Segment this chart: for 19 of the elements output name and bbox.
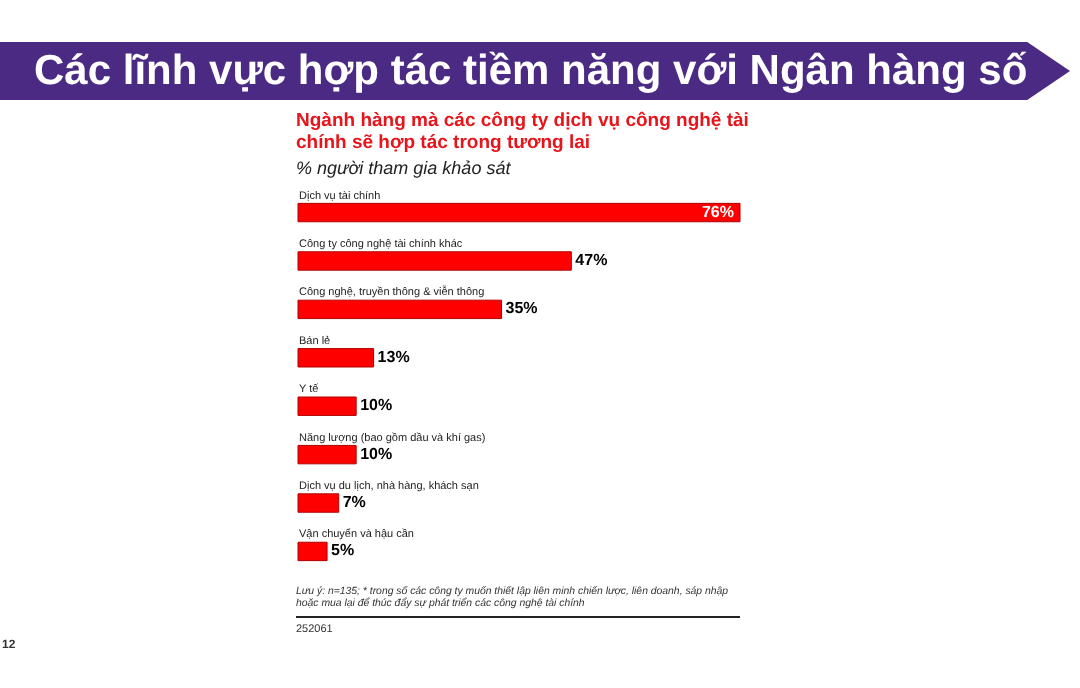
data-label: 13% — [377, 347, 410, 366]
bar — [297, 299, 503, 320]
chart-subtitle: Ngành hàng mà các công ty dịch vụ công nghệ tài chính sẽ hợp tác trong tương lai — [296, 110, 751, 154]
bar — [297, 493, 340, 513]
bar — [297, 251, 572, 271]
data-label: 5% — [331, 541, 355, 560]
bar — [297, 202, 741, 223]
bar — [297, 541, 328, 562]
bar — [297, 348, 375, 368]
data-label: 47% — [575, 250, 608, 269]
bar — [297, 396, 357, 416]
text: % người tham gia khảo sát — [296, 158, 511, 178]
data-label: 76% — [701, 202, 734, 221]
bar — [297, 444, 357, 465]
data-label: 7% — [342, 493, 366, 512]
chart-title: Các lĩnh vực hợp tác tiềm năng với Ngân hàng số — [34, 46, 1028, 98]
data-label: 10% — [360, 444, 393, 463]
data-label: 35% — [505, 299, 538, 318]
data-label: 10% — [360, 396, 393, 415]
